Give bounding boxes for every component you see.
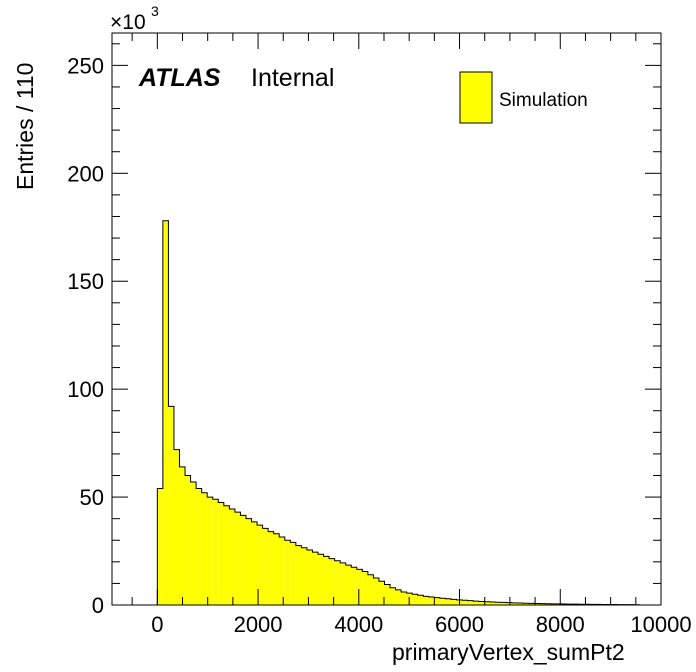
histogram-bar [251, 521, 258, 605]
histogram-bar [373, 578, 379, 605]
histogram-outline [156, 220, 640, 606]
y-tick-label: 0 [92, 593, 104, 618]
histogram-bar [179, 466, 186, 605]
histogram-bar [168, 406, 174, 605]
histogram-bar [401, 592, 407, 605]
legend-swatch-simulation [459, 71, 493, 124]
histogram-bar [323, 556, 330, 605]
histogram-bar [362, 571, 368, 605]
y-multiplier-label: ×10 [110, 11, 146, 34]
histogram-bar [556, 603, 562, 605]
histogram-bar [245, 518, 252, 605]
histogram-bar [484, 601, 490, 605]
histogram-bar [295, 545, 302, 605]
histogram-bar [212, 499, 219, 605]
x-axis-title: primaryVertex_sumPt2 [392, 639, 625, 665]
x-tick-label: 6000 [435, 612, 484, 637]
x-tick-label: 0 [151, 612, 163, 637]
y-tick-label: 250 [67, 53, 104, 78]
histogram-bar [550, 603, 557, 605]
plot-frame [111, 32, 662, 606]
histogram-bar [434, 597, 440, 605]
histogram-bar [511, 602, 518, 605]
legend-label-simulation: Simulation [499, 90, 588, 111]
x-tick-label: 8000 [536, 612, 585, 637]
histogram-bar [229, 508, 235, 605]
histogram-bar [329, 558, 335, 605]
histogram-bar [478, 601, 485, 605]
histogram-bar [351, 567, 357, 605]
histogram-bar [340, 562, 346, 605]
x-tick-label: 10000 [630, 612, 691, 637]
histogram-bar [467, 600, 474, 605]
axis-ticks [112, 33, 662, 606]
histogram-bar [162, 220, 169, 605]
histogram-bar [223, 505, 230, 605]
histogram-bar [495, 602, 501, 605]
histogram-bar [384, 584, 391, 605]
histogram-bar [268, 531, 274, 605]
histogram-bar [301, 547, 307, 605]
histogram-bar [428, 597, 435, 605]
histogram-bar [473, 601, 479, 605]
histogram-bar [439, 598, 446, 605]
y-tick-label: 150 [67, 269, 104, 294]
y-tick-label: 200 [67, 161, 104, 186]
histogram-bar [218, 502, 224, 605]
histogram-bar [345, 565, 352, 605]
tick-labels: 0 2000 4000 6000 8000 10000 0 50 100 150 200 250 [67, 53, 691, 637]
histogram-bar [522, 603, 529, 605]
histogram-bar [462, 600, 468, 605]
x-tick-label: 4000 [334, 612, 383, 637]
histogram-bar [196, 488, 202, 605]
histogram-bar [240, 515, 246, 605]
y-tick-label: 100 [67, 377, 104, 402]
histogram-bar [395, 589, 402, 605]
histogram-bar [528, 603, 535, 605]
histogram-bar [334, 560, 341, 605]
histogram-bar [506, 602, 512, 605]
histogram-bar [534, 603, 540, 605]
internal-label: Internal [251, 64, 334, 92]
histogram-bar [173, 449, 180, 605]
histogram-bar [190, 481, 197, 605]
histogram-bar [290, 542, 296, 605]
histogram-bar [262, 528, 269, 605]
histogram-bar [367, 574, 374, 605]
histogram-bar [234, 512, 241, 605]
histogram-bar [390, 587, 396, 605]
histogram-bar [284, 540, 291, 605]
histogram-bar [157, 488, 163, 605]
histogram-bar [489, 601, 496, 605]
histogram-bar [445, 598, 451, 605]
histogram-bar [500, 602, 507, 605]
histogram-bar [545, 603, 551, 605]
histogram-bar [207, 497, 213, 605]
histogram-bar [201, 492, 208, 605]
histogram-bar [312, 552, 319, 605]
histogram-bar [423, 596, 429, 605]
histogram-bar [412, 594, 418, 605]
x-tick-label: 2000 [234, 612, 283, 637]
histogram-bar [378, 581, 385, 605]
histogram-bar [185, 475, 191, 605]
histogram-bar [417, 595, 424, 605]
histogram-bars [156, 220, 640, 606]
histogram-bar [356, 569, 363, 605]
atlas-label: ATLAS [138, 64, 221, 92]
y-multiplier-exponent: 3 [151, 3, 159, 19]
histogram-bar [517, 603, 523, 605]
histogram-bar [306, 549, 313, 605]
y-tick-label: 50 [80, 485, 104, 510]
histogram-bar [450, 599, 457, 605]
histogram-bar [279, 537, 285, 605]
histogram-bar [273, 533, 280, 605]
histogram-bar [257, 525, 263, 605]
histogram-bar [318, 554, 324, 605]
y-axis-title: Entries / 110 [12, 63, 38, 190]
histogram-bar [539, 603, 546, 605]
